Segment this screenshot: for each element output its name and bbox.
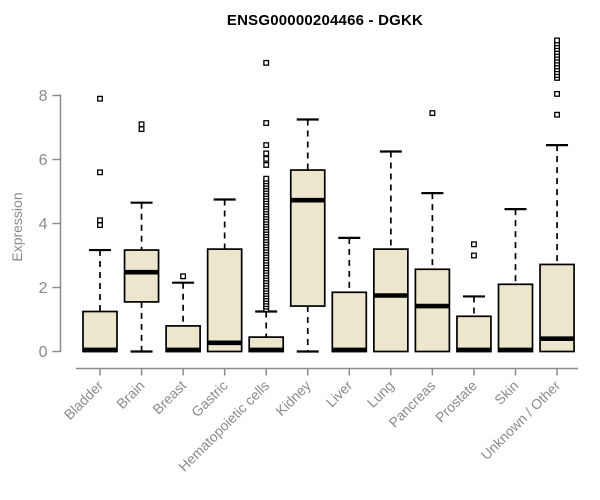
outlier-point-hematopoietic-cells [263, 161, 270, 168]
box-brain [123, 249, 160, 303]
outlier-point-hematopoietic-cells [263, 155, 270, 162]
outlier-point-unknown-other [554, 37, 560, 44]
x-tick-label: Skin [491, 377, 522, 408]
outlier-point-hematopoietic-cells [263, 59, 270, 66]
outlier-point-hematopoietic-cells [263, 150, 270, 157]
outlier-point-bladder [97, 222, 103, 229]
outlier-point-hematopoietic-cells [263, 175, 270, 182]
x-tick-label: Lung [364, 377, 397, 410]
box-bladder [82, 310, 118, 353]
x-tick-label: Unknown / Other [478, 377, 564, 463]
box-gastric [206, 248, 243, 353]
x-tick-label: Bladder [61, 377, 107, 423]
x-tick-label: Prostate [432, 377, 480, 425]
outlier-point-bladder [97, 95, 103, 102]
y-tick-label: 2 [39, 280, 48, 297]
box-kidney [289, 169, 326, 307]
box-prostate [456, 315, 492, 353]
chart-title: ENSG00000204466 - DGKK [226, 12, 424, 29]
outlier-point-breast [180, 273, 187, 280]
box-pancreas [414, 268, 451, 353]
box-liver [331, 291, 368, 353]
outlier-point-brain [138, 126, 145, 133]
box-skin [497, 283, 534, 353]
outlier-point-hematopoietic-cells [263, 142, 270, 149]
x-tick-label: Brain [113, 377, 147, 411]
outlier-point-bladder [97, 217, 103, 224]
outlier-point-brain [138, 121, 145, 128]
y-tick-label: 4 [39, 216, 48, 233]
outlier-point-unknown-other [554, 90, 560, 97]
outlier-point-hematopoietic-cells [263, 120, 270, 126]
x-tick-label: Liver [323, 377, 356, 410]
x-tick-label: Kidney [272, 377, 314, 419]
y-tick-label: 0 [39, 344, 48, 361]
outlier-point-prostate [470, 241, 477, 248]
outlier-point-unknown-other [554, 111, 560, 118]
y-tick-label: 8 [39, 88, 48, 105]
x-tick-label: Breast [149, 377, 189, 417]
box-lung [373, 248, 409, 353]
outlier-point-bladder [97, 169, 103, 176]
outlier-point-prostate [470, 252, 477, 259]
y-tick-label: 6 [39, 152, 48, 169]
outlier-point-pancreas [429, 110, 436, 117]
